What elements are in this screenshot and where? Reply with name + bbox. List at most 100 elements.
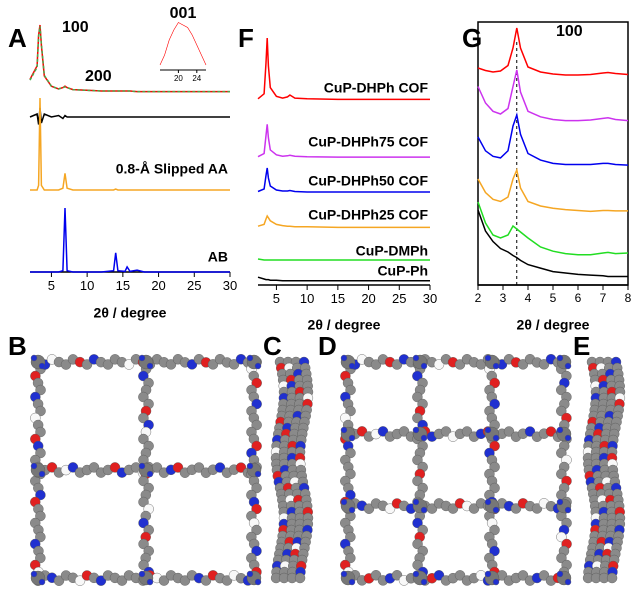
atom <box>349 507 355 513</box>
trace-label: CuP-DHPh75 COF <box>308 134 428 150</box>
trace <box>478 28 628 75</box>
panel-letter: B <box>8 331 27 361</box>
trace-label: 0.8-Å Slipped AA <box>116 161 228 177</box>
atom <box>349 579 355 585</box>
trace <box>478 170 628 211</box>
atom <box>147 471 153 477</box>
atom <box>493 363 499 369</box>
x-tick-label: 25 <box>187 278 201 293</box>
atom <box>247 571 253 577</box>
trace-label: CuP-DHPh COF <box>324 80 429 96</box>
atom <box>565 435 571 441</box>
trace-label: CuP-DMPh <box>356 243 428 259</box>
atom <box>139 355 145 361</box>
atom <box>493 435 499 441</box>
atom <box>557 427 563 433</box>
x-tick-label: 3 <box>500 291 507 305</box>
atom <box>485 355 491 361</box>
atom <box>147 363 153 369</box>
atom <box>39 363 45 369</box>
peak-label: 100 <box>62 19 89 36</box>
x-tick-label: 2 <box>475 291 482 305</box>
trace <box>30 108 230 125</box>
inset-title: 001 <box>170 5 197 22</box>
x-tick-label: 4 <box>525 291 532 305</box>
x-tick-label: 6 <box>575 291 582 305</box>
panel-letter: C <box>263 331 282 361</box>
x-tick-label: 30 <box>223 278 237 293</box>
panel-letter: E <box>573 331 590 361</box>
trace <box>30 208 230 272</box>
atom <box>349 435 355 441</box>
atom <box>557 499 563 505</box>
atom <box>485 571 491 577</box>
atom <box>421 363 427 369</box>
x-tick-label: 15 <box>116 278 130 293</box>
atom <box>565 363 571 369</box>
trace-label: AB <box>208 249 228 265</box>
atom <box>341 499 347 505</box>
x-tick-label: 5 <box>273 291 280 306</box>
panel-letter: F <box>238 23 254 53</box>
x-tick-label: 8 <box>625 291 632 305</box>
atom <box>607 573 617 583</box>
trace-label: CuP-DHPh25 COF <box>308 207 428 223</box>
x-tick-label: 7 <box>600 291 607 305</box>
atom <box>565 579 571 585</box>
atom <box>139 463 145 469</box>
atom <box>565 507 571 513</box>
atom <box>255 579 261 585</box>
trace-label: CuP-Ph <box>377 263 428 279</box>
x-tick-label: 20 <box>174 74 183 83</box>
atom <box>255 363 261 369</box>
atom <box>493 507 499 513</box>
x-tick-label: 25 <box>392 291 406 306</box>
x-tick-label: 15 <box>331 291 345 306</box>
atom <box>341 355 347 361</box>
x-axis-label: 2θ / degree <box>94 305 167 321</box>
atom <box>557 355 563 361</box>
trace <box>478 70 628 121</box>
peak-label: 200 <box>85 68 112 85</box>
panel-letter: G <box>462 23 482 53</box>
x-tick-label: 20 <box>151 278 165 293</box>
atom <box>247 355 253 361</box>
atom <box>421 507 427 513</box>
atom <box>557 571 563 577</box>
atom <box>413 355 419 361</box>
atom <box>255 471 261 477</box>
trace-label: CuP-DHPh50 COF <box>308 173 428 189</box>
x-tick-label: 5 <box>48 278 55 293</box>
atom <box>247 463 253 469</box>
figure: A F G B C D E 510152025302θ / degree1002… <box>0 0 634 595</box>
x-axis-label: 2θ / degree <box>308 317 381 333</box>
atom <box>413 499 419 505</box>
atom <box>31 463 37 469</box>
atom <box>147 579 153 585</box>
x-tick-label: 10 <box>80 278 94 293</box>
x-axis-label: 2θ / degree <box>517 317 590 333</box>
atom <box>31 571 37 577</box>
trace <box>258 259 430 260</box>
panel-letter: D <box>318 331 337 361</box>
atom <box>485 427 491 433</box>
trace <box>478 210 628 277</box>
atom <box>39 579 45 585</box>
atom <box>341 427 347 433</box>
atom <box>39 471 45 477</box>
peak-label: 100 <box>556 23 583 40</box>
atom <box>421 435 427 441</box>
trace <box>478 115 628 165</box>
atom <box>413 427 419 433</box>
x-tick-label: 20 <box>361 291 375 306</box>
x-tick-label: 24 <box>192 74 201 83</box>
trace <box>160 23 206 66</box>
panel-letter: A <box>8 23 27 53</box>
atom <box>493 579 499 585</box>
plot-frame <box>478 22 628 285</box>
atom <box>349 363 355 369</box>
atom <box>139 571 145 577</box>
x-tick-label: 5 <box>550 291 557 305</box>
atom <box>31 355 37 361</box>
x-tick-label: 10 <box>300 291 314 306</box>
